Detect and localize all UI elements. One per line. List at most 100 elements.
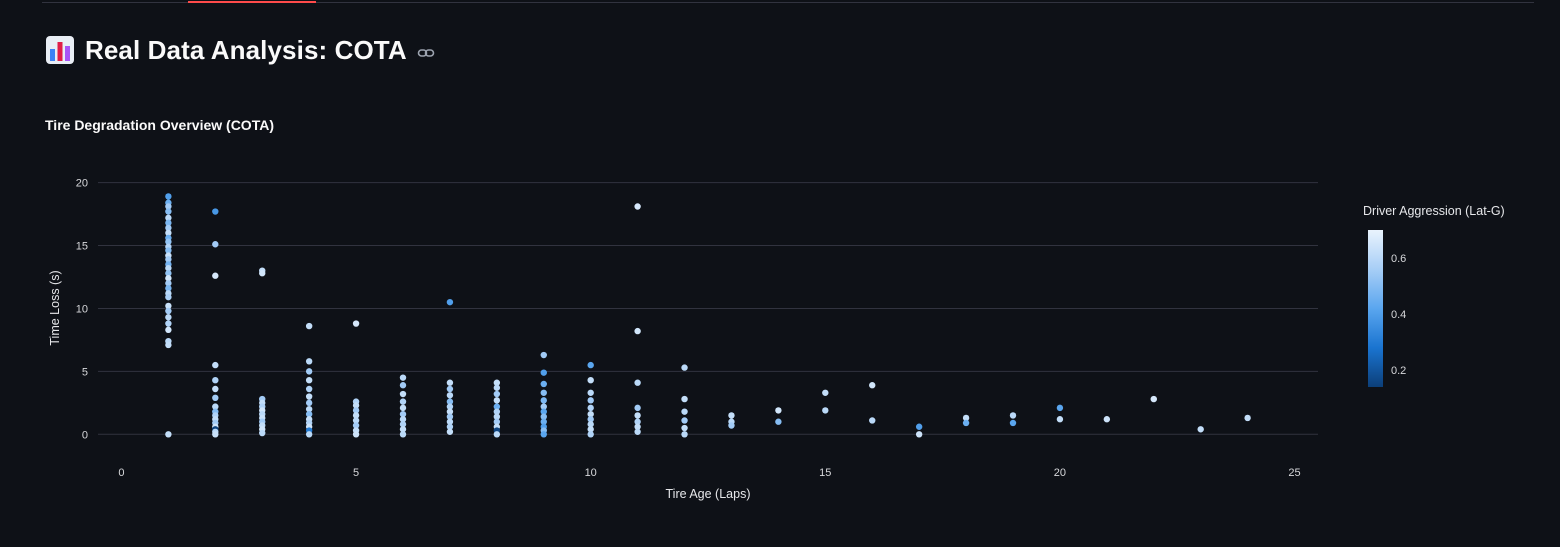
data-point[interactable] (493, 397, 501, 404)
data-point[interactable] (305, 399, 313, 407)
data-point[interactable] (446, 298, 454, 306)
data-point[interactable] (165, 314, 172, 321)
data-point[interactable] (540, 369, 547, 376)
data-point[interactable] (165, 326, 172, 334)
data-point[interactable] (822, 389, 829, 396)
data-point[interactable] (587, 376, 594, 384)
data-point[interactable] (259, 429, 266, 437)
data-point[interactable] (822, 407, 829, 414)
data-point[interactable] (399, 416, 407, 423)
data-point[interactable] (399, 410, 407, 418)
data-point[interactable] (681, 395, 688, 403)
data-point[interactable] (587, 389, 594, 396)
data-point[interactable] (775, 407, 782, 414)
active-tab-indicator[interactable] (188, 1, 316, 3)
data-point[interactable] (446, 428, 454, 435)
data-point[interactable] (1009, 419, 1017, 427)
data-point[interactable] (259, 270, 266, 277)
data-point[interactable] (305, 410, 313, 418)
data-point[interactable] (446, 403, 454, 410)
data-point[interactable] (540, 418, 547, 425)
data-point[interactable] (165, 203, 172, 210)
data-point[interactable] (165, 238, 172, 245)
data-point[interactable] (305, 358, 313, 365)
data-point[interactable] (587, 410, 594, 418)
data-point[interactable] (305, 376, 313, 384)
data-point[interactable] (915, 423, 923, 430)
data-point[interactable] (493, 413, 501, 420)
data-point[interactable] (165, 270, 172, 277)
data-point[interactable] (165, 229, 172, 237)
data-point[interactable] (493, 403, 501, 410)
data-point[interactable] (681, 364, 688, 371)
data-point[interactable] (305, 393, 313, 400)
data-point[interactable] (728, 412, 735, 419)
data-point[interactable] (352, 407, 360, 414)
data-point[interactable] (587, 426, 594, 433)
data-point[interactable] (493, 384, 501, 391)
data-point[interactable] (962, 419, 970, 427)
data-point[interactable] (352, 422, 360, 429)
data-point[interactable] (352, 417, 360, 424)
data-point[interactable] (540, 403, 547, 410)
data-point[interactable] (446, 379, 454, 386)
data-point[interactable] (305, 385, 313, 393)
data-point[interactable] (493, 408, 501, 415)
data-point[interactable] (869, 417, 876, 424)
data-point[interactable] (540, 408, 547, 415)
data-point[interactable] (775, 418, 782, 425)
data-point[interactable] (540, 397, 547, 404)
data-point[interactable] (399, 431, 407, 438)
data-point[interactable] (493, 418, 501, 425)
data-point[interactable] (493, 379, 501, 386)
data-point[interactable] (634, 423, 641, 430)
data-point[interactable] (399, 374, 407, 381)
data-point[interactable] (165, 293, 172, 301)
data-point[interactable] (165, 264, 172, 272)
data-point[interactable] (352, 431, 360, 438)
data-point[interactable] (1197, 426, 1204, 433)
data-point[interactable] (305, 368, 313, 375)
data-point[interactable] (587, 431, 594, 438)
data-point[interactable] (305, 431, 313, 438)
data-point[interactable] (165, 280, 172, 287)
data-point[interactable] (352, 402, 360, 409)
data-point[interactable] (681, 424, 688, 432)
data-point[interactable] (212, 361, 219, 369)
data-point[interactable] (165, 302, 172, 310)
data-point[interactable] (869, 382, 876, 389)
data-point[interactable] (681, 408, 688, 415)
data-point[interactable] (587, 397, 594, 404)
data-point[interactable] (165, 320, 172, 327)
data-point[interactable] (165, 431, 172, 438)
data-point[interactable] (212, 394, 219, 402)
data-point[interactable] (634, 203, 641, 210)
data-point[interactable] (305, 405, 313, 413)
data-point[interactable] (446, 418, 454, 425)
data-point[interactable] (352, 412, 360, 419)
data-point[interactable] (165, 341, 172, 349)
data-point[interactable] (1103, 416, 1111, 423)
data-point[interactable] (728, 422, 735, 429)
data-point[interactable] (399, 382, 407, 389)
data-point[interactable] (212, 431, 219, 438)
data-point[interactable] (165, 224, 172, 232)
data-point[interactable] (399, 421, 407, 428)
data-point[interactable] (165, 256, 172, 263)
data-point[interactable] (540, 389, 547, 396)
data-point[interactable] (540, 380, 547, 388)
data-point[interactable] (634, 412, 641, 419)
data-point[interactable] (587, 416, 594, 423)
data-point[interactable] (587, 361, 594, 369)
data-point[interactable] (493, 390, 501, 398)
data-point[interactable] (962, 414, 970, 422)
data-point[interactable] (634, 428, 641, 435)
data-point[interactable] (212, 241, 219, 248)
data-point[interactable] (446, 398, 454, 405)
data-point[interactable] (681, 431, 688, 438)
data-point[interactable] (1056, 404, 1064, 412)
data-point[interactable] (446, 392, 454, 399)
data-point[interactable] (212, 208, 219, 215)
data-point[interactable] (1150, 395, 1157, 403)
